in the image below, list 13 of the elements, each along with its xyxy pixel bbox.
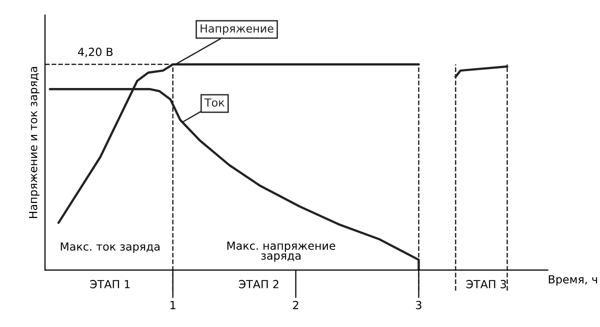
text: ЭТАП 3 [466,280,506,288]
annotation: Макс. напряжение заряда [227,242,336,262]
text: ЭТАП 2 [238,280,278,288]
y-axis-title: Напряжение и ток заряда [29,67,40,218]
annotation: Макс. ток заряда [60,242,160,253]
x-tick-label: 2 [293,300,298,310]
text: ЭТАП 1 [90,280,130,288]
text: Ток [204,98,224,107]
ref-line-label: 4,20 В [78,48,113,58]
x-tick-label: 1 [170,301,176,310]
text: Напряжение [200,24,274,35]
x-axis-title: Время, ч [548,275,597,286]
x-tick-label: 3 [416,300,422,310]
